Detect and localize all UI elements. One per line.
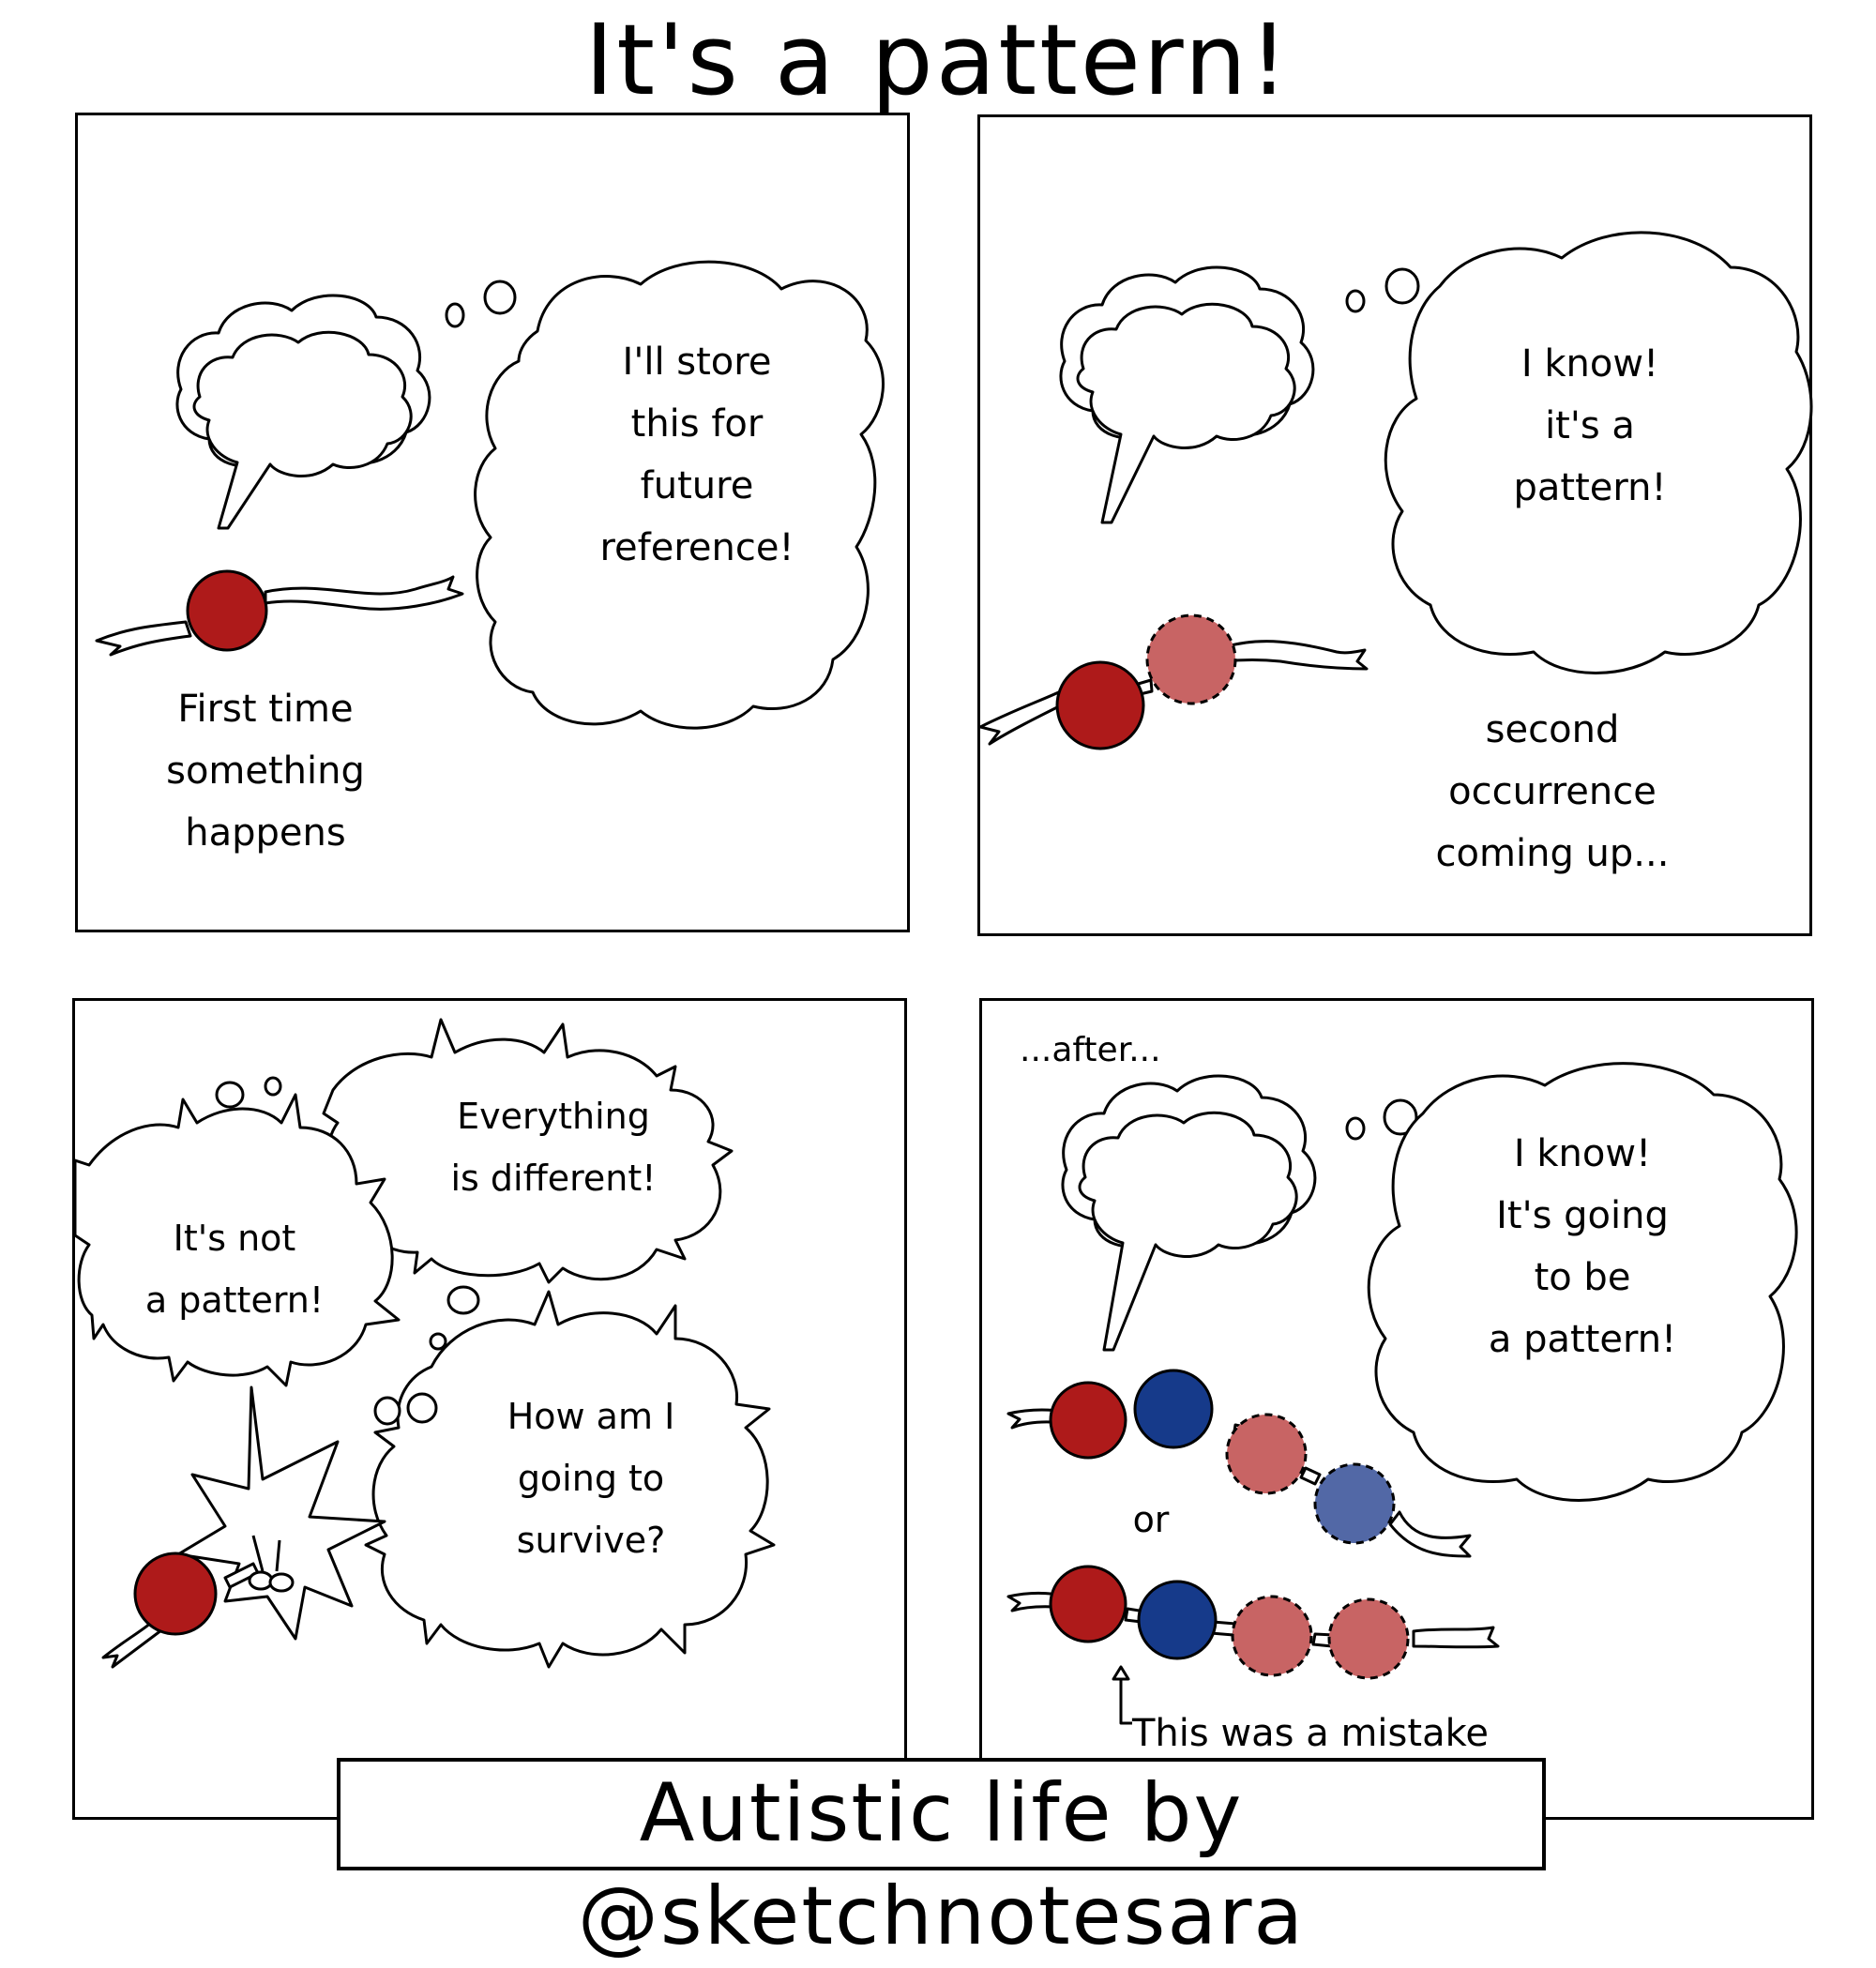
- thought-cloud-1: [474, 260, 885, 730]
- comic-title: It's a pattern!: [584, 3, 1292, 117]
- panel-2: I know! it's a pattern! second occurrenc…: [977, 114, 1813, 936]
- blue-bead: [1133, 1369, 1214, 1449]
- thought-text-bottom: How am I going to survive?: [507, 1396, 675, 1561]
- explosion-icon: [176, 1385, 386, 1641]
- faded-red-bead: [1145, 613, 1237, 705]
- footer-signature: Autistic life by @sketchnotesara: [337, 1758, 1546, 1963]
- spiky-cloud-left: [75, 1093, 401, 1387]
- caption: second occurrence coming up...: [1435, 708, 1670, 875]
- faded-blue-bead: [1313, 1462, 1396, 1545]
- red-bead: [186, 569, 268, 652]
- panel-1-drawing: [95, 260, 885, 730]
- thought-text-left: It's not a pattern!: [144, 1218, 325, 1321]
- red-bead: [1049, 1381, 1127, 1460]
- panel-4-drawing: [1006, 1062, 1798, 1725]
- caption: First time something happens: [166, 688, 365, 855]
- panel-2-drawing: [980, 231, 1813, 750]
- spiky-cloud-bottom: [364, 1290, 776, 1669]
- blue-bead: [1137, 1580, 1218, 1660]
- scissors-icon: [248, 1535, 295, 1593]
- red-bead: [1049, 1565, 1127, 1643]
- panel-3-drawing: [75, 1018, 776, 1669]
- thought-text-top: Everything is different!: [450, 1096, 657, 1199]
- thought-text: I know! It's going to be a pattern!: [1488, 1132, 1677, 1361]
- caption-after: ...after...: [1020, 1031, 1161, 1069]
- thought-cloud-4: [1367, 1062, 1798, 1502]
- arrow-up-icon: [1112, 1665, 1132, 1725]
- or-label: or: [1132, 1499, 1170, 1540]
- thought-text: I know! it's a pattern!: [1513, 342, 1667, 509]
- panel-3: Everything is different! It's not a patt…: [72, 998, 907, 1820]
- faded-red-bead: [1225, 1413, 1308, 1495]
- red-bead: [1055, 660, 1145, 750]
- faded-red-bead: [1231, 1595, 1313, 1677]
- panel-1: I'll store this for future reference! Fi…: [75, 113, 910, 932]
- thought-cloud-2: [1384, 231, 1813, 674]
- red-bead: [133, 1552, 218, 1636]
- thought-text: I'll store this for future reference!: [599, 341, 794, 569]
- panel-4: ...after... I know! It's going to be a p…: [979, 998, 1814, 1820]
- faded-red-bead: [1327, 1597, 1410, 1680]
- mistake-note: This was a mistake: [1132, 1712, 1489, 1755]
